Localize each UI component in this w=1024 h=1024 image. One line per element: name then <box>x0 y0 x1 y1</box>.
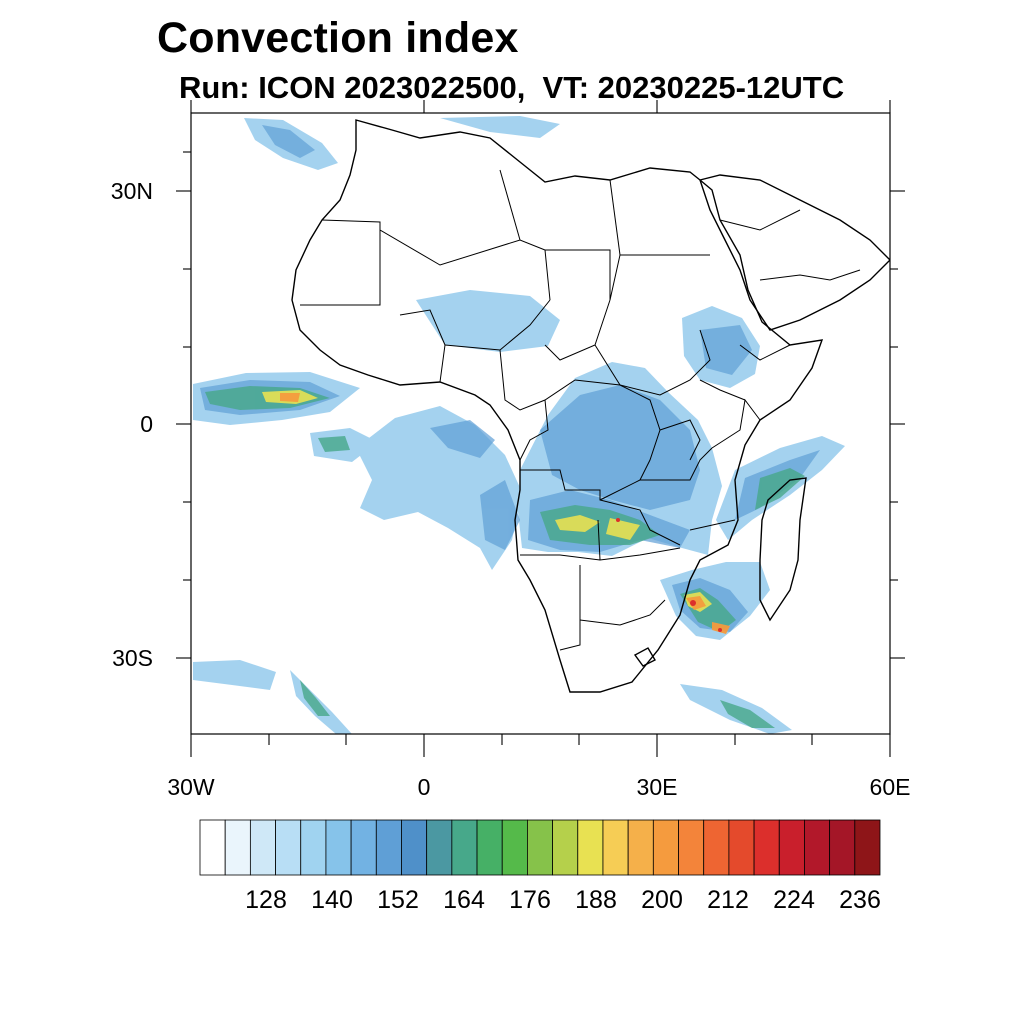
coastlines <box>291 119 890 693</box>
lon-label-30e: 30E <box>636 774 678 800</box>
colorbar-box <box>224 819 251 876</box>
colorbar-box <box>627 819 654 876</box>
chart-title: Convection index <box>157 14 519 62</box>
colorbar-box <box>426 819 453 876</box>
colorbar-box <box>602 819 629 876</box>
colorbar-box <box>678 819 705 876</box>
colorbar-label: 212 <box>707 886 749 914</box>
colorbar <box>199 819 881 876</box>
lat-label-30s: 30S <box>112 645 153 671</box>
colorbar-box <box>476 819 503 876</box>
lat-label-30n: 30N <box>110 178 153 204</box>
colorbar-label: 224 <box>773 886 815 914</box>
chart-subtitle: Run: ICON 2023022500, VT: 20230225-12UTC <box>179 70 845 105</box>
colorbar-box <box>199 819 226 876</box>
colorbar-box <box>527 819 553 876</box>
colorbar-box <box>778 819 805 876</box>
country-borders <box>300 169 861 651</box>
colorbar-box <box>300 819 327 876</box>
lon-label-30w: 30W <box>167 774 215 800</box>
colorbar-label: 152 <box>377 886 419 914</box>
colorbar-box <box>325 819 352 876</box>
lat-label-0: 0 <box>140 411 153 437</box>
colorbar-label: 188 <box>575 886 617 914</box>
axis-ticks <box>176 100 905 757</box>
colorbar-label: 128 <box>245 886 287 914</box>
colorbar-box <box>249 819 276 876</box>
colorbar-box <box>804 819 831 876</box>
colorbar-box <box>652 819 679 876</box>
colorbar-box <box>375 819 402 876</box>
colorbar-box <box>753 819 780 876</box>
colorbar-box <box>350 819 377 876</box>
lon-label-0: 0 <box>417 774 431 800</box>
colorbar-label: 236 <box>839 886 881 914</box>
colorbar-label: 176 <box>509 886 551 914</box>
colorbar-box <box>577 819 604 876</box>
convection-field <box>193 116 845 734</box>
colorbar-label: 140 <box>311 886 353 914</box>
colorbar-box <box>451 819 478 876</box>
colorbar-label: 200 <box>641 886 683 914</box>
colorbar-box <box>552 819 579 876</box>
colorbar-box <box>728 819 755 876</box>
colorbar-box <box>401 819 428 876</box>
colorbar-box <box>501 819 528 876</box>
colorbar-box <box>854 819 881 876</box>
lon-label-60e: 60E <box>869 774 911 800</box>
colorbar-label: 164 <box>443 886 485 914</box>
map-frame <box>190 112 891 735</box>
colorbar-box <box>829 819 856 876</box>
colorbar-box <box>275 819 302 876</box>
colorbar-box <box>703 819 730 876</box>
